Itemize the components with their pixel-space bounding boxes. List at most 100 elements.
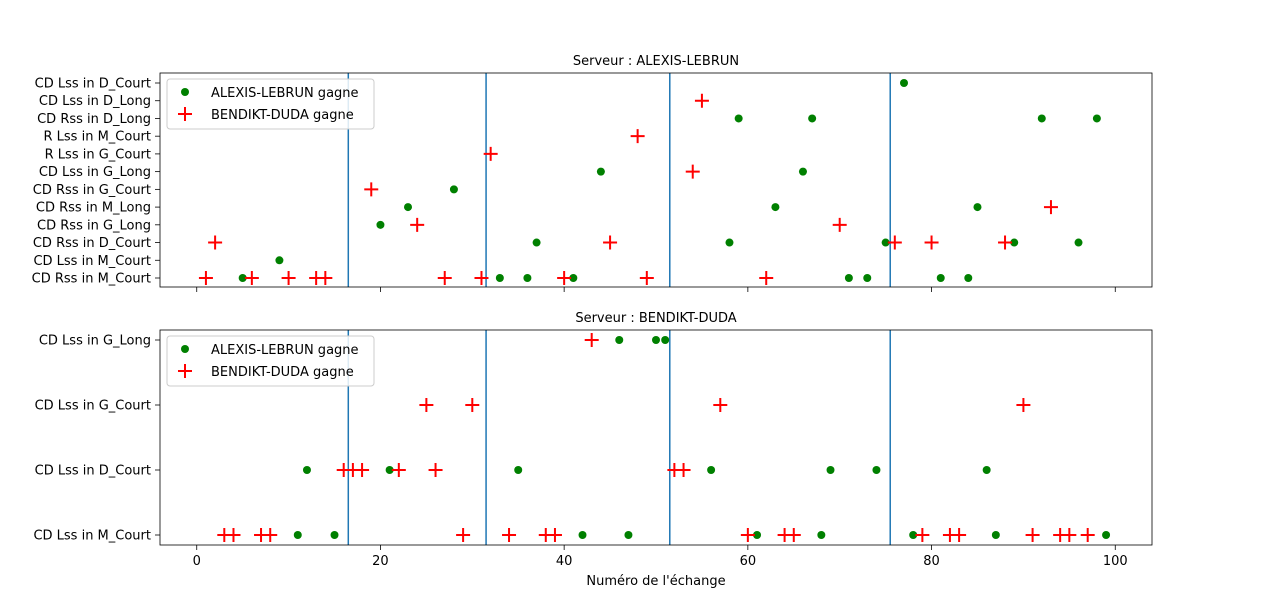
y-tick-label: CD Lss in D_Court [35, 77, 151, 92]
win-point-bendikt-duda [759, 271, 774, 285]
win-point-bendikt-duda [639, 271, 654, 285]
win-point-alexis-lebrun [404, 203, 412, 212]
win-point-bendikt-duda [915, 528, 930, 542]
legend-box [166, 78, 375, 130]
win-point-alexis-lebrun [707, 466, 716, 474]
win-point-bendikt-duda [584, 333, 599, 347]
win-point-bendikt-duda [694, 93, 709, 108]
win-point-bendikt-duda [924, 235, 939, 250]
x-tick-label: 80 [923, 554, 940, 569]
win-point-bendikt-duda [887, 235, 902, 250]
win-point-alexis-lebrun [596, 167, 605, 176]
y-tick-label: CD Rss in G_Long [37, 218, 151, 233]
win-point-bendikt-duda [355, 463, 370, 477]
y-tick-label: CD Lss in G_Court [35, 399, 151, 414]
win-point-alexis-lebrun [973, 203, 982, 212]
win-point-bendikt-duda [1016, 398, 1031, 412]
win-point-alexis-lebrun [523, 274, 532, 282]
y-tick-label: CD Rss in D_Court [33, 236, 151, 251]
x-tick-label: 60 [740, 554, 757, 569]
legend-marker-bendikt-duda [178, 107, 192, 121]
win-point-bendikt-duda [391, 463, 406, 477]
win-point-bendikt-duda [483, 146, 498, 161]
win-point-bendikt-duda [1043, 200, 1058, 215]
win-point-alexis-lebrun [385, 466, 394, 474]
y-tick-label: CD Rss in G_Court [33, 183, 151, 198]
win-point-alexis-lebrun [578, 531, 587, 539]
win-point-bendikt-duda [676, 463, 691, 477]
legend-marker-alexis-lebrun [181, 345, 189, 353]
top-subplot: Serveur : ALEXIS-LEBRUN CD Rss in M_Cour… [32, 54, 1153, 292]
win-point-bendikt-duda [226, 528, 241, 542]
y-tick-label: CD Rss in D_Long [37, 112, 151, 127]
win-point-alexis-lebrun [798, 167, 807, 176]
legend-label: BENDIKT-DUDA gagne [211, 365, 354, 380]
win-point-alexis-lebrun [844, 274, 853, 282]
win-point-alexis-lebrun [569, 274, 578, 282]
win-point-alexis-lebrun [734, 114, 743, 123]
win-point-alexis-lebrun [771, 203, 780, 212]
legend-box [166, 335, 375, 387]
win-point-alexis-lebrun [238, 274, 247, 282]
win-point-alexis-lebrun [1074, 238, 1083, 247]
win-point-alexis-lebrun [881, 238, 890, 247]
y-tick-label: CD Rss in M_Court [32, 272, 151, 287]
win-point-bendikt-duda [456, 528, 471, 542]
win-point-alexis-lebrun [302, 466, 311, 474]
win-point-alexis-lebrun [514, 466, 523, 474]
win-point-bendikt-duda [952, 528, 967, 542]
x-tick-label: 0 [193, 554, 201, 569]
win-point-bendikt-duda [208, 235, 223, 250]
win-point-bendikt-duda [437, 271, 452, 285]
legend-marker-bendikt-duda [178, 364, 192, 378]
win-point-bendikt-duda [547, 528, 562, 542]
win-point-alexis-lebrun [753, 531, 762, 539]
bottom-subplot-title: Serveur : BENDIKT-DUDA [575, 311, 736, 326]
x-tick-label: 20 [372, 554, 389, 569]
win-point-alexis-lebrun [863, 274, 872, 282]
win-point-bendikt-duda [630, 129, 645, 144]
win-point-bendikt-duda [998, 235, 1013, 250]
y-tick-label: CD Lss in M_Court [33, 529, 151, 544]
win-point-alexis-lebrun [725, 238, 734, 247]
win-point-alexis-lebrun [1092, 114, 1101, 123]
win-point-alexis-lebrun [991, 531, 1000, 539]
win-point-bendikt-duda [685, 164, 700, 179]
legend-marker-alexis-lebrun [181, 88, 189, 96]
win-point-bendikt-duda [198, 271, 213, 285]
win-point-bendikt-duda [263, 528, 278, 542]
win-point-bendikt-duda [318, 271, 333, 285]
win-point-bendikt-duda [428, 463, 443, 477]
win-point-alexis-lebrun [449, 185, 458, 194]
legend-label: ALEXIS-LEBRUN gagne [211, 343, 359, 358]
win-point-alexis-lebrun [532, 238, 541, 247]
y-tick-label: CD Lss in D_Court [35, 464, 151, 479]
win-point-bendikt-duda [740, 528, 755, 542]
win-point-alexis-lebrun [652, 336, 660, 344]
win-point-alexis-lebrun [615, 336, 624, 344]
win-point-bendikt-duda [1062, 528, 1077, 542]
plot-frame [159, 329, 1153, 546]
y-tick-label: R Lss in G_Court [45, 147, 151, 162]
win-point-alexis-lebrun [1010, 238, 1019, 247]
win-point-bendikt-duda [1025, 528, 1040, 542]
win-point-alexis-lebrun [661, 336, 670, 344]
win-point-bendikt-duda [364, 182, 379, 197]
win-point-alexis-lebrun [817, 531, 826, 539]
bottom-subplot: Serveur : BENDIKT-DUDA Numéro de l'échan… [33, 311, 1153, 589]
y-tick-label: CD Lss in M_Court [33, 254, 151, 269]
win-point-bendikt-duda [786, 528, 801, 542]
win-point-bendikt-duda [244, 271, 259, 285]
win-point-bendikt-duda [832, 217, 847, 232]
x-axis-label: Numéro de l'échange [586, 574, 725, 589]
win-point-bendikt-duda [281, 271, 296, 285]
win-point-alexis-lebrun [808, 114, 817, 123]
win-point-alexis-lebrun [376, 220, 385, 229]
win-point-bendikt-duda [502, 528, 517, 542]
legend-label: BENDIKT-DUDA gagne [211, 108, 354, 123]
win-point-alexis-lebrun [936, 274, 945, 282]
win-point-bendikt-duda [419, 398, 434, 412]
win-point-alexis-lebrun [982, 466, 991, 474]
y-tick-label: CD Rss in M_Long [36, 201, 151, 216]
